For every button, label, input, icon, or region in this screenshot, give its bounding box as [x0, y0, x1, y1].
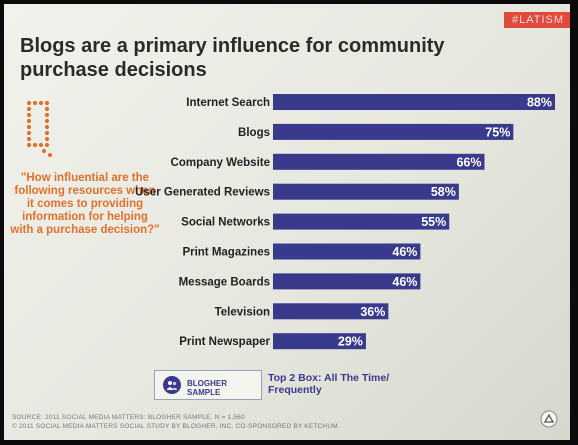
data-label: 66% — [456, 155, 481, 169]
bar — [273, 303, 389, 320]
data-label: 46% — [392, 275, 417, 289]
question-icon — [26, 100, 53, 158]
legend-label: BLOGHER SAMPLE — [187, 379, 227, 397]
bar — [273, 123, 514, 140]
category-label: Print Newspaper — [179, 336, 270, 348]
data-label: 75% — [485, 125, 510, 139]
legend-note: Top 2 Box: All The Time/ Frequently — [268, 372, 390, 396]
category-label: Message Boards — [179, 276, 270, 288]
data-label: 88% — [527, 96, 552, 110]
bar — [273, 153, 485, 170]
data-label: 36% — [360, 305, 385, 319]
data-label: 58% — [431, 185, 456, 199]
logo-icon — [540, 410, 558, 428]
data-label: 46% — [392, 245, 417, 259]
survey-question: "How influential are the following resou… — [10, 172, 160, 236]
people-icon — [163, 376, 181, 394]
bar — [273, 273, 421, 290]
presentation-slide: #LATISM Blogs are a primary influence fo… — [4, 4, 570, 440]
category-label: Television — [215, 306, 270, 318]
category-label: Company Website — [171, 157, 270, 169]
legend: BLOGHER SAMPLE — [154, 370, 262, 400]
data-label: 29% — [338, 335, 363, 349]
category-label: Print Magazines — [182, 247, 270, 259]
category-label: Blogs — [238, 127, 270, 139]
source-note: SOURCE: 2011 SOCIAL MEDIA MATTERS: BLOGH… — [12, 414, 245, 421]
hashtag-badge: #LATISM — [503, 12, 570, 28]
category-label: Social Networks — [181, 217, 270, 229]
category-label: Internet Search — [186, 97, 270, 109]
bar-chart: Internet Search 88% Blogs 75% Company Websit… — [135, 94, 555, 350]
bar — [273, 243, 421, 260]
bar — [273, 213, 450, 230]
slide-title: Blogs are a primary influence for commun… — [20, 35, 445, 81]
bar — [273, 183, 459, 200]
category-label: User Generated Reviews — [135, 187, 270, 199]
copyright-note: © 2011 SOCIAL MEDIA MATTERS SOCIAL STUDY… — [12, 423, 338, 430]
data-label: 55% — [421, 215, 446, 229]
bar — [273, 94, 555, 110]
bar — [273, 333, 366, 350]
